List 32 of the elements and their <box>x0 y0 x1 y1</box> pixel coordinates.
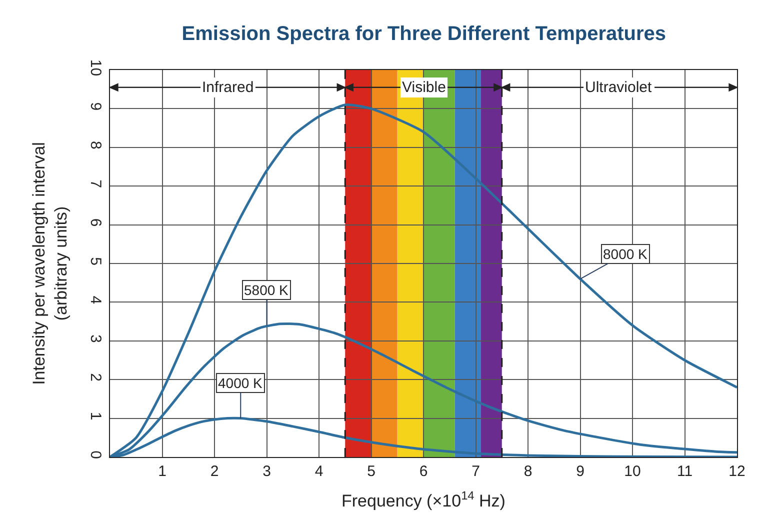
y-tick-label: 6 <box>87 218 104 227</box>
y-tick-label: 1 <box>87 412 104 420</box>
annotation: Ultraviolet <box>585 79 653 96</box>
y-tick-label: 3 <box>87 334 104 343</box>
annotation: Infrared <box>202 79 254 96</box>
annotation: 8000 K <box>603 246 648 262</box>
y-tick-label: 2 <box>87 373 104 382</box>
x-tick-label: 6 <box>419 463 428 480</box>
y-tick-label: 7 <box>87 180 104 188</box>
x-tick-label: 3 <box>262 463 271 480</box>
y-tick-label: 8 <box>87 140 104 150</box>
x-tick-label: 9 <box>576 463 584 480</box>
annotation: 5800 K <box>244 282 290 298</box>
x-tick-label: 11 <box>676 463 693 480</box>
annotation: Visible <box>402 79 446 96</box>
x-tick-label: 7 <box>472 463 480 480</box>
x-tick-label: 12 <box>728 463 746 480</box>
y-tick-label: 9 <box>87 102 104 111</box>
x-tick-label: 5 <box>367 463 376 480</box>
y-tick-label: 0 <box>87 450 104 459</box>
x-tick-label: 8 <box>524 463 532 480</box>
x-tick-label: 2 <box>210 463 219 480</box>
x-tick-label: 1 <box>158 463 166 480</box>
x-tick-label: 4 <box>314 463 324 480</box>
x-tick-label: 10 <box>624 463 641 480</box>
annotation: 4000 K <box>218 375 264 391</box>
x-axis-title: Frequency (×10$^{14}$ Hz) <box>342 488 506 510</box>
y-tick-label: 10 <box>87 59 104 76</box>
chart-title: Emission Spectra for Three Different Temperatures <box>182 23 666 46</box>
y-tick-label: 4 <box>87 296 104 304</box>
y-tick-label: 5 <box>87 257 104 266</box>
y-axis-title: Intensity per wavelength interval (arbitrary units) <box>29 142 71 385</box>
